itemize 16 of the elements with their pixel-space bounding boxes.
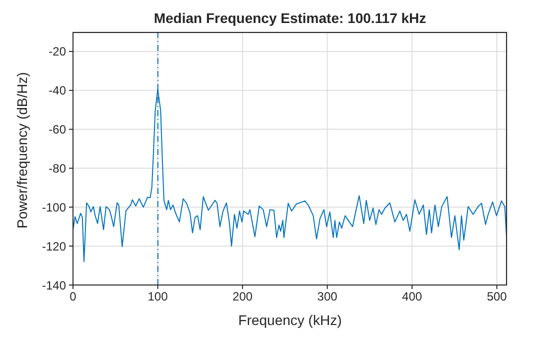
x-tick-label: 200 — [232, 290, 253, 304]
x-tick-label: 400 — [402, 290, 422, 304]
y-tick-label: -120 — [42, 239, 66, 254]
x-tick-label: 0 — [70, 290, 77, 304]
y-tick-label: -40 — [48, 84, 66, 98]
x-tick-label: 100 — [148, 290, 168, 304]
y-tick-label: -100 — [42, 200, 66, 214]
x-axis-title: Frequency (kHz) — [238, 312, 342, 328]
y-tick-label: -80 — [48, 161, 66, 176]
y-tick-label: -140 — [42, 278, 66, 292]
y-axis-title: Power/frequency (dB/Hz) — [14, 72, 30, 228]
x-tick-label: 300 — [317, 290, 338, 304]
y-tick-label: -60 — [48, 122, 66, 137]
chart-title: Median Frequency Estimate: 100.117 kHz — [152, 10, 428, 26]
x-tick-label: 500 — [486, 290, 508, 304]
y-tick-label: -20 — [48, 44, 66, 59]
